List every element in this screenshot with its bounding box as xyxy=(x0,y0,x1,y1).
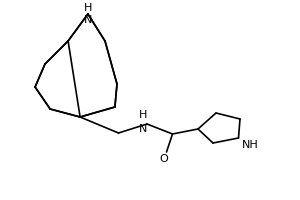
Text: H: H xyxy=(139,110,147,120)
Text: H: H xyxy=(84,3,92,13)
Text: O: O xyxy=(159,154,168,164)
Text: NH: NH xyxy=(242,140,258,150)
Text: N: N xyxy=(139,124,147,134)
Text: N: N xyxy=(84,15,92,25)
